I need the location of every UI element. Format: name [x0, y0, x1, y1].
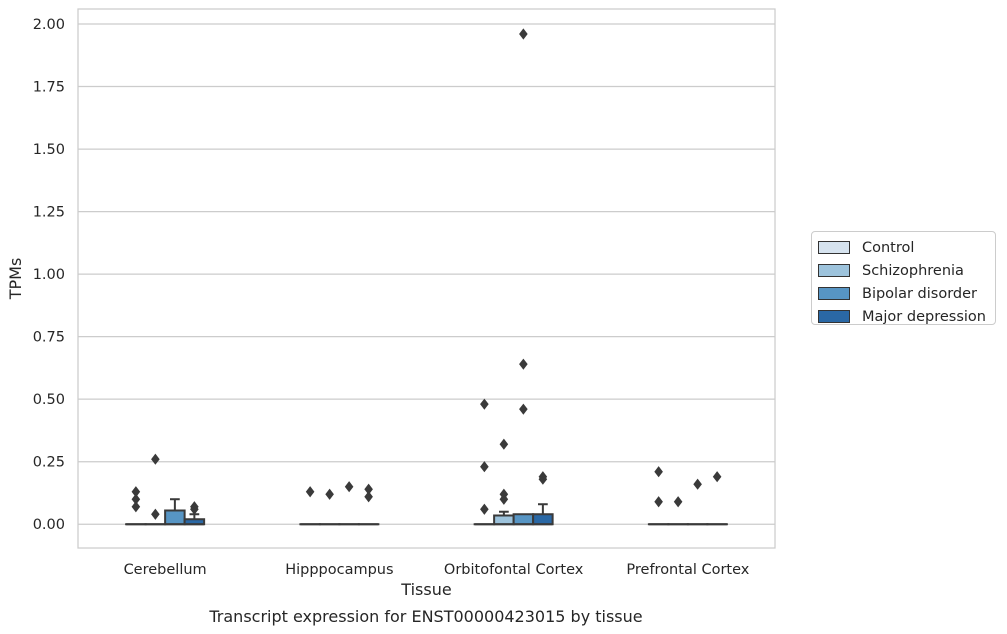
plot-frame	[77, 8, 776, 549]
box-plot	[493, 438, 515, 526]
outlier-point	[519, 358, 528, 370]
y-tick-label: 0.50	[33, 392, 65, 408]
box-plots	[125, 28, 728, 526]
legend-swatch	[818, 241, 850, 254]
box-plot	[125, 486, 147, 526]
outlier-point	[499, 438, 509, 450]
y-tick-label: 1.50	[33, 142, 65, 158]
box	[164, 509, 186, 526]
box-plot	[144, 453, 167, 526]
box-plot	[532, 471, 554, 526]
y-axis-label: TPMs	[6, 258, 25, 301]
box-plot	[164, 498, 186, 526]
legend-item: Major depression	[818, 305, 995, 328]
x-tick-label: Prefrontal Cortex	[626, 562, 749, 578]
outlier-point	[325, 488, 334, 500]
x-axis: Cerebellum Hipppocampus Orbitofontal Corte…	[124, 562, 750, 578]
outlier-point	[480, 503, 489, 515]
outlier-point	[305, 486, 315, 498]
box-plot	[183, 501, 206, 526]
legend-label: Schizophrenia	[862, 262, 964, 279]
outlier-point	[151, 453, 160, 465]
outlier-point	[499, 493, 509, 505]
outlier-point	[654, 496, 663, 508]
y-tick-label: 2.00	[33, 17, 65, 33]
box-plot	[686, 478, 709, 526]
x-axis-label: Tissue	[400, 580, 451, 599]
outlier-point	[693, 478, 702, 490]
y-tick-label: 0.00	[33, 517, 65, 533]
outlier-point	[344, 481, 354, 493]
legend-item: Bipolar disorder	[818, 282, 995, 305]
y-tick-label: 0.75	[33, 330, 65, 346]
outlier-point	[131, 501, 141, 513]
box-plot	[299, 486, 321, 526]
outlier-point	[538, 473, 548, 485]
legend-label: Control	[862, 239, 915, 256]
box	[532, 513, 554, 526]
outlier-point	[131, 486, 141, 498]
outlier-point	[151, 508, 160, 520]
outlier-point	[712, 471, 722, 483]
legend-swatch	[818, 287, 850, 300]
y-axis: 0.00 0.25 0.50 0.75 1.00 1.25 1.50 1.75 2.00	[33, 17, 65, 533]
legend-item: Control	[818, 236, 995, 259]
legend: Control Schizophrenia Bipolar disorder Majo…	[811, 231, 996, 325]
outlier-point	[364, 491, 373, 503]
legend-item: Schizophrenia	[818, 259, 995, 282]
outlier-point	[480, 461, 489, 473]
box	[493, 514, 515, 526]
outlier-point	[480, 398, 489, 410]
y-tick-label: 1.25	[33, 205, 65, 221]
box-plot	[318, 488, 341, 526]
x-tick-label: Cerebellum	[124, 562, 207, 578]
legend-swatch	[818, 264, 850, 277]
y-tick-label: 0.25	[33, 455, 65, 471]
box-plot	[512, 28, 535, 526]
outlier-point	[673, 496, 683, 508]
x-tick-label: Hipppocampus	[285, 562, 393, 578]
outlier-point	[519, 403, 528, 415]
x-tick-label: Orbitofontal Cortex	[444, 562, 584, 578]
outlier-point	[190, 503, 199, 515]
box-plot	[706, 471, 728, 526]
legend-label: Major depression	[862, 308, 986, 325]
outlier-point	[519, 28, 528, 40]
legend-swatch	[818, 310, 850, 323]
y-tick-label: 1.75	[33, 80, 65, 96]
grid	[78, 23, 775, 525]
y-tick-label: 1.00	[33, 267, 65, 283]
outlier-point	[131, 493, 141, 505]
box-plot	[667, 496, 689, 526]
box-plot	[357, 483, 380, 526]
legend-label: Bipolar disorder	[862, 285, 977, 302]
box-plot	[647, 466, 670, 526]
outlier-point	[654, 466, 663, 478]
box	[512, 513, 535, 526]
outlier-point	[364, 483, 373, 495]
chart-title: Transcript expression for ENST0000042301…	[208, 607, 642, 626]
box-plot	[338, 481, 360, 526]
